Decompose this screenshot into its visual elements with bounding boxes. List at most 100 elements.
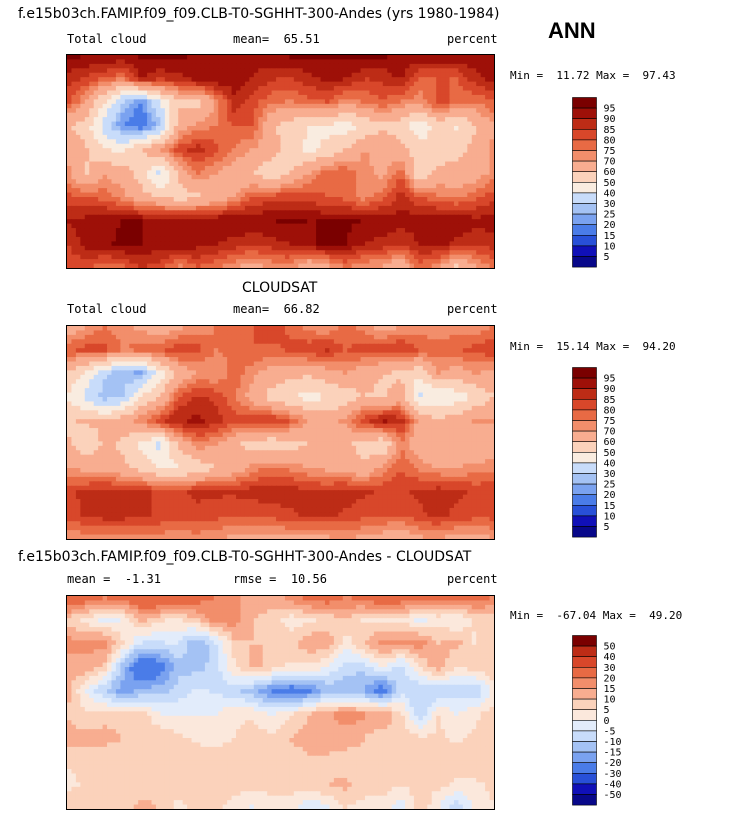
field-cell [187, 192, 193, 198]
field-cell [476, 241, 482, 247]
field-cell [75, 103, 81, 109]
field-cell [342, 210, 348, 216]
field-cell [453, 228, 460, 234]
field-cell [182, 77, 188, 83]
field-cell [356, 326, 362, 332]
field-cell [93, 241, 99, 247]
field-cell [222, 77, 228, 83]
field-cell [289, 192, 295, 198]
field-cell [71, 108, 77, 114]
field-cell [200, 250, 206, 256]
colorbar-swatch [572, 203, 597, 215]
field-cell [80, 108, 86, 114]
field-cell [271, 250, 277, 256]
field-cell [445, 103, 451, 109]
field-cell [218, 219, 224, 225]
field-cell [209, 330, 215, 336]
field-cell [173, 174, 179, 180]
field-cell [360, 81, 366, 87]
field-cell [240, 330, 246, 336]
field-cell [471, 143, 477, 149]
field-cell [227, 201, 233, 207]
field-cell [195, 210, 202, 216]
field-cell [347, 117, 353, 123]
field-cell [449, 201, 455, 207]
field-cell [71, 121, 77, 127]
panel2-mean-label: mean= 66.82 [233, 302, 320, 316]
field-cell [67, 183, 73, 189]
field-cell [342, 192, 348, 198]
field-cell [329, 183, 335, 189]
field-cell [356, 205, 362, 211]
field-cell [347, 161, 353, 167]
field-cell [338, 223, 344, 229]
field-cell [267, 90, 273, 96]
field-cell [93, 201, 99, 207]
field-cell [453, 223, 460, 229]
field-cell [276, 99, 282, 105]
field-cell [422, 68, 428, 74]
field-cell [98, 254, 104, 260]
field-cell [147, 250, 153, 256]
field-cell [209, 232, 215, 238]
field-cell [280, 183, 286, 189]
field-cell [276, 112, 282, 118]
field-cell [107, 99, 113, 105]
field-cell [307, 143, 313, 149]
field-cell [453, 214, 460, 220]
field-cell [89, 63, 95, 69]
field-cell [111, 205, 117, 211]
field-cell [302, 59, 308, 65]
field-cell [244, 241, 250, 247]
field-cell [200, 219, 206, 225]
field-cell [342, 241, 348, 247]
field-cell [151, 148, 157, 154]
field-cell [427, 59, 433, 65]
field-cell [449, 157, 455, 163]
field-cell [80, 205, 86, 211]
field-cell [387, 59, 393, 65]
field-cell [258, 326, 264, 332]
field-cell [324, 179, 331, 185]
field-cell [178, 90, 184, 96]
field-cell [431, 77, 437, 83]
field-cell [409, 117, 415, 123]
field-cell [293, 126, 299, 132]
field-cell [347, 81, 353, 87]
field-cell [431, 134, 437, 140]
field-cell [436, 152, 442, 158]
field-cell [236, 59, 242, 65]
field-cell [431, 210, 437, 216]
field-cell [258, 139, 264, 145]
field-cell [182, 192, 188, 198]
field-cell [111, 219, 117, 225]
field-cell [178, 165, 184, 171]
field-cell [480, 179, 486, 185]
field-cell [347, 174, 353, 180]
colorbar-tick-label: 95 [604, 104, 616, 115]
field-cell [476, 192, 482, 198]
field-cell [302, 188, 308, 194]
field-cell [93, 174, 99, 180]
field-cell [164, 183, 170, 189]
field-cell [365, 259, 371, 265]
field-cell [342, 90, 348, 96]
colorbar-tick-label: 50 [604, 178, 616, 189]
field-cell [329, 130, 335, 136]
field-cell [258, 86, 264, 92]
field-cell [142, 326, 148, 332]
field-cell [382, 232, 388, 238]
field-cell [387, 197, 393, 203]
field-cell [302, 161, 308, 167]
field-cell [485, 254, 491, 260]
field-cell [173, 334, 179, 340]
field-cell [107, 165, 113, 171]
field-cell [249, 326, 255, 332]
field-cell [102, 103, 108, 109]
field-cell [187, 103, 193, 109]
field-cell [182, 210, 188, 216]
field-cell [293, 94, 299, 100]
field-cell [213, 148, 219, 154]
field-cell [458, 72, 464, 78]
field-cell [458, 250, 464, 256]
